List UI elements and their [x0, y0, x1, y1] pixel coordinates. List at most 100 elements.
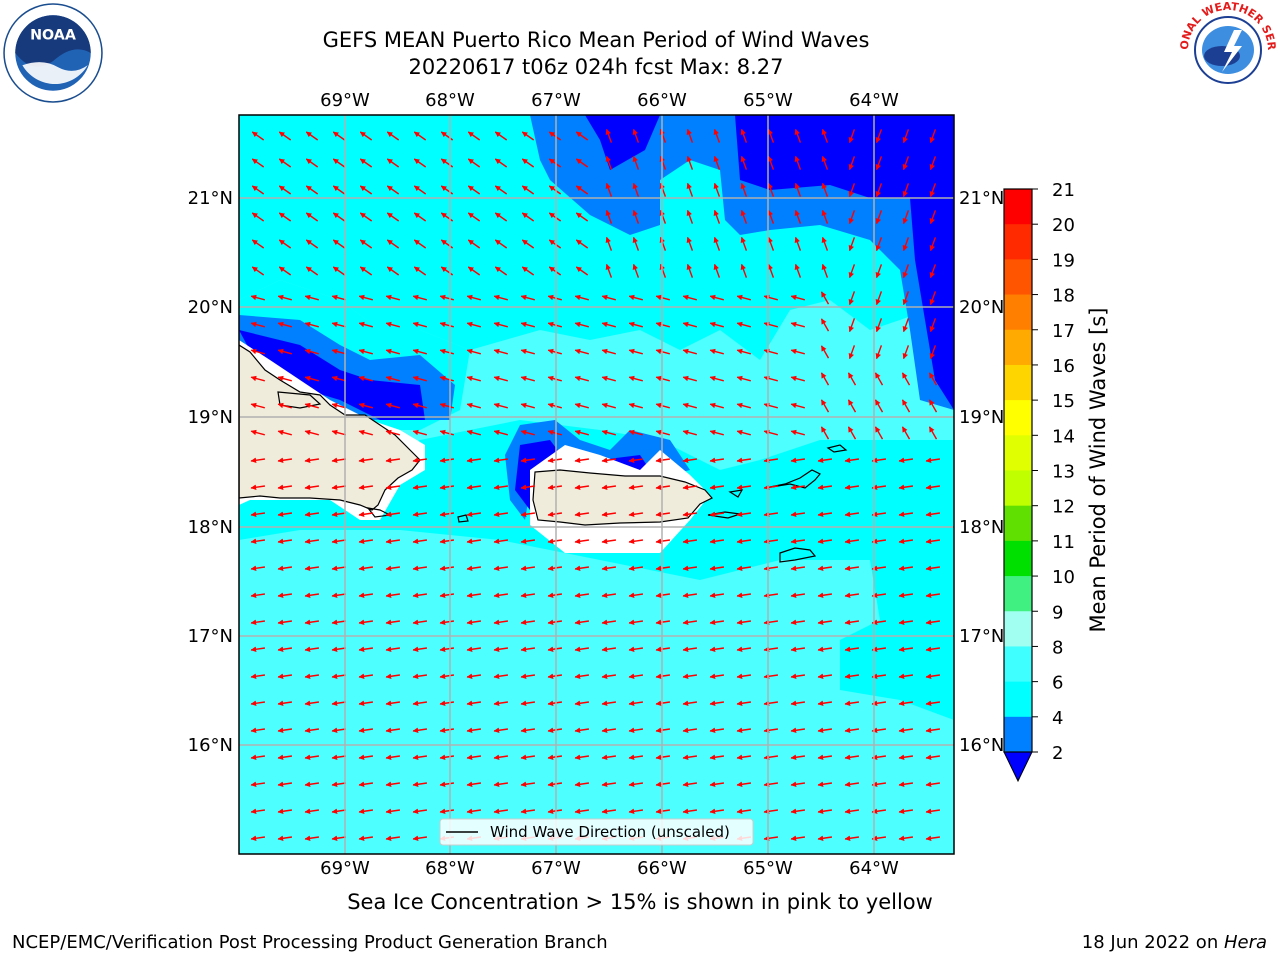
wind-wave-arrow	[304, 808, 320, 815]
wind-wave-arrow	[763, 646, 779, 653]
wind-wave-arrow	[466, 700, 482, 707]
wind-wave-arrow	[790, 565, 806, 572]
wind-wave-arrow	[686, 209, 694, 224]
wind-wave-arrow	[466, 321, 481, 328]
chart-title: GEFS MEAN Puerto Rico Mean Period of Win…	[322, 28, 870, 52]
wind-wave-arrow	[790, 808, 806, 815]
wind-wave-arrow	[736, 484, 752, 491]
wind-wave-arrow	[817, 457, 833, 464]
wind-wave-arrow	[412, 402, 427, 409]
wind-wave-arrow	[817, 592, 833, 599]
wind-wave-arrow	[574, 727, 590, 734]
wind-wave-arrow	[547, 673, 563, 680]
wind-wave-arrow	[655, 565, 671, 572]
wind-wave-arrow	[493, 484, 509, 491]
colorbar-segment	[1004, 329, 1032, 366]
lat-label: 17°N	[959, 626, 1004, 647]
wind-wave-arrow	[386, 131, 400, 141]
wind-wave-arrow	[821, 128, 829, 143]
wind-wave-arrow	[817, 754, 833, 761]
wind-wave-arrow	[821, 155, 829, 170]
wind-wave-arrow	[305, 266, 319, 276]
wind-wave-arrow	[844, 457, 860, 464]
wind-wave-arrow	[682, 402, 697, 409]
wind-wave-arrow	[794, 155, 802, 170]
wind-wave-arrow	[709, 457, 725, 464]
wind-wave-arrow	[251, 158, 265, 168]
wind-wave-arrow	[601, 646, 617, 653]
wind-wave-arrow	[628, 565, 644, 572]
period-field-4-6	[239, 420, 954, 720]
wind-wave-arrow	[628, 511, 644, 518]
wind-wave-arrow	[736, 808, 752, 815]
wind-wave-arrow	[278, 266, 292, 276]
wind-wave-arrow	[925, 646, 941, 653]
wind-wave-arrow	[439, 402, 454, 409]
wind-wave-arrow	[709, 511, 725, 518]
wind-wave-arrow	[547, 321, 562, 328]
wind-wave-arrow	[494, 266, 508, 276]
wind-wave-arrow	[466, 781, 482, 788]
wind-wave-arrow	[520, 646, 536, 653]
wind-wave-arrow	[547, 348, 562, 355]
wind-wave-arrow	[520, 429, 535, 436]
wind-wave-arrow	[686, 236, 694, 251]
lat-label: 17°N	[188, 626, 233, 647]
colorbar-tick-label: 13	[1052, 462, 1075, 483]
wind-wave-arrow	[520, 375, 535, 382]
wind-wave-arrow	[250, 727, 266, 734]
wind-wave-arrow	[574, 484, 590, 491]
wind-wave-arrow	[628, 348, 643, 355]
wind-wave-arrow	[439, 511, 455, 518]
wind-wave-arrow	[385, 538, 401, 545]
wind-wave-arrow	[817, 619, 833, 626]
wind-wave-arrow	[682, 727, 698, 734]
wind-wave-arrow	[412, 781, 428, 788]
wind-wave-arrow	[574, 321, 589, 328]
wind-wave-arrow	[601, 619, 617, 626]
wind-wave-arrow	[929, 156, 937, 171]
wind-wave-arrow	[655, 484, 671, 491]
wind-wave-arrow	[601, 781, 617, 788]
wind-wave-arrow	[848, 156, 856, 171]
colorbar-segment	[1004, 470, 1032, 507]
wind-wave-arrow	[250, 538, 266, 545]
wind-wave-arrow	[385, 754, 401, 761]
wind-wave-arrow	[439, 592, 455, 599]
wind-wave-arrow	[601, 565, 617, 572]
wind-wave-arrow	[385, 375, 400, 382]
wind-wave-arrow	[902, 318, 910, 333]
wind-wave-arrow	[250, 294, 265, 301]
wind-wave-arrow	[925, 727, 941, 734]
wind-wave-arrow	[277, 619, 293, 626]
wind-wave-arrow	[520, 321, 535, 328]
wind-wave-arrow	[521, 131, 535, 141]
wind-wave-arrow	[331, 511, 347, 518]
wind-wave-arrow	[277, 835, 293, 842]
wind-wave-arrow	[439, 646, 455, 653]
wind-wave-arrow	[740, 155, 748, 170]
longitude-labels-top: 69°W 68°W 67°W 66°W 65°W 64°W	[320, 90, 899, 111]
lon-label: 67°W	[531, 858, 581, 879]
wind-wave-arrow	[844, 781, 860, 788]
wind-wave-arrow	[332, 185, 346, 195]
wind-wave-arrow	[250, 592, 266, 599]
wind-wave-arrow	[493, 321, 508, 328]
wind-wave-arrow	[601, 808, 617, 815]
wind-wave-arrow	[844, 646, 860, 653]
wind-wave-arrow	[520, 348, 535, 355]
wind-wave-arrow	[709, 538, 725, 545]
wind-wave-arrow	[494, 131, 508, 141]
lon-label: 67°W	[531, 90, 581, 111]
wind-wave-arrow	[929, 129, 937, 144]
wind-wave-arrow	[466, 565, 482, 572]
wind-wave-arrow	[898, 457, 914, 464]
wind-wave-arrow	[709, 484, 725, 491]
wind-wave-arrow	[601, 402, 616, 409]
wind-wave-arrow	[844, 511, 860, 518]
land-puerto-rico	[532, 469, 713, 526]
wind-wave-arrow	[251, 185, 265, 195]
wind-wave-arrow	[902, 183, 910, 198]
wind-wave-arrow	[874, 399, 884, 413]
colorbar-extend-triangle	[1003, 751, 1033, 783]
